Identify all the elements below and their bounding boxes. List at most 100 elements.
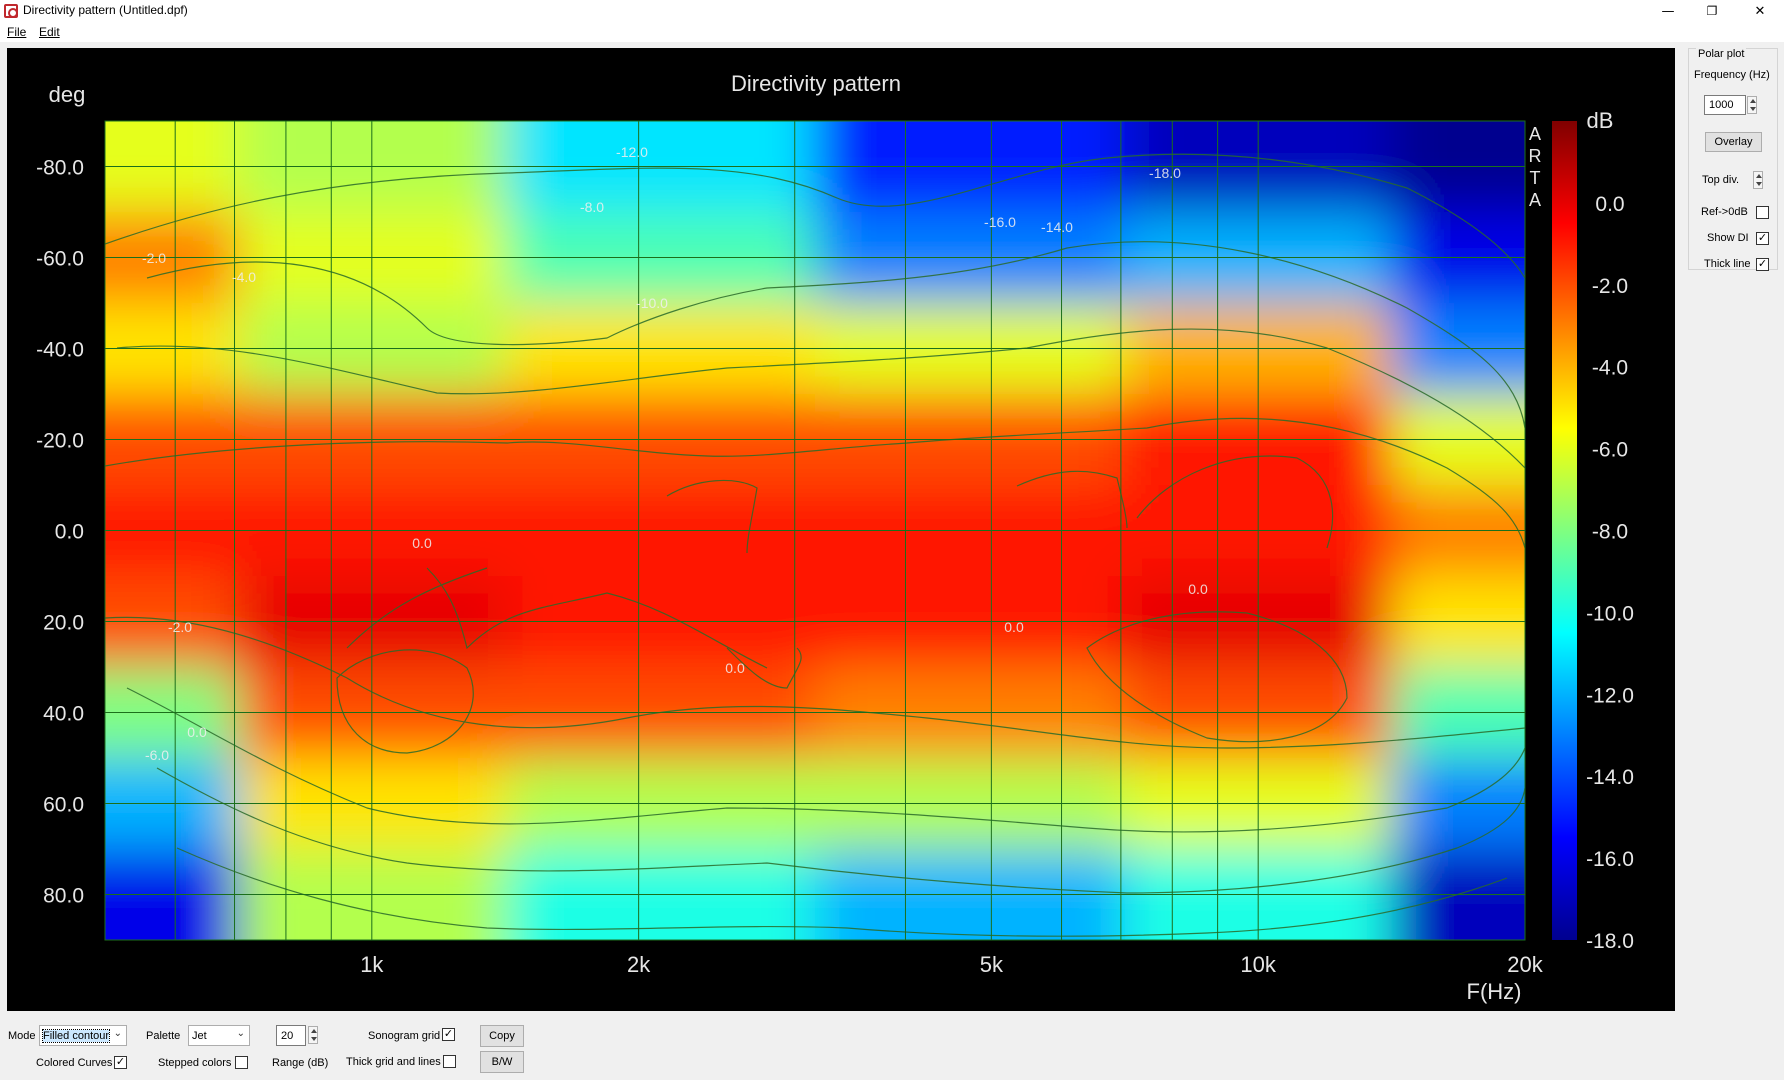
- y-unit-label: deg: [49, 82, 86, 107]
- heatmap-cell: [105, 849, 239, 940]
- watermark-letter: R: [1529, 146, 1542, 166]
- watermark-letter: A: [1529, 124, 1541, 144]
- show-di-label: Show DI: [1707, 232, 1749, 244]
- watermark-letter: A: [1529, 190, 1541, 210]
- minimize-button[interactable]: —: [1661, 3, 1675, 19]
- colorbar-ticks: 0.0 -2.0 -4.0 -6.0 -8.0 -10.0 -12.0 -14.0 -16.0 -…: [1586, 193, 1634, 953]
- contour-label: 0.0: [187, 724, 207, 740]
- y-tick-label: -60.0: [36, 248, 84, 271]
- x-tick-label: 1k: [360, 952, 384, 977]
- close-button[interactable]: ✕: [1754, 3, 1766, 19]
- colorbar: [1552, 121, 1577, 940]
- contour-label: 0.0: [1188, 581, 1208, 597]
- colorbar-tick-label: -6.0: [1592, 439, 1628, 462]
- colorbar-tick-label: -12.0: [1586, 684, 1634, 707]
- range-input[interactable]: 20: [276, 1025, 306, 1046]
- contour-label: -6.0: [145, 747, 169, 763]
- plot-canvas[interactable]: Directivity pattern deg F(Hz) dB A R T A…: [7, 48, 1675, 1011]
- contour-label: -4.0: [232, 269, 256, 285]
- colorbar-tick-label: 0.0: [1595, 193, 1624, 216]
- watermark-letter: T: [1530, 168, 1541, 188]
- menu-edit-label: Edit: [39, 25, 60, 39]
- contour-label: 0.0: [725, 660, 745, 676]
- colorbar-tick-label: -2.0: [1592, 275, 1628, 298]
- x-axis-ticks: 1k 2k 5k 10k 20k: [360, 952, 1544, 977]
- sonogram-grid-label: Sonogram grid: [368, 1030, 441, 1042]
- colorbar-tick-label: -16.0: [1586, 848, 1634, 871]
- x-tick-label: 10k: [1240, 952, 1276, 977]
- contour-label: -2.0: [142, 250, 166, 266]
- overlay-button[interactable]: Overlay: [1705, 132, 1762, 152]
- range-spinner[interactable]: [308, 1026, 318, 1044]
- colored-curves-label: Colored Curves: [36, 1057, 113, 1069]
- frequency-input[interactable]: 1000: [1704, 95, 1746, 115]
- palette-label: Palette: [146, 1030, 181, 1042]
- ref-0db-checkbox[interactable]: [1756, 206, 1769, 219]
- palette-value: Jet: [192, 1029, 207, 1042]
- y-axis-ticks: -80.0 -60.0 -40.0 -20.0 0.0 20.0 40.0 60.0 80.0: [36, 157, 84, 908]
- colorbar-tick-label: -10.0: [1586, 602, 1634, 625]
- contour-label: -14.0: [1041, 219, 1073, 235]
- heatmap-cell: [505, 849, 815, 940]
- mode-select[interactable]: Filled contour ⌄: [39, 1025, 127, 1046]
- chevron-down-icon: ⌄: [113, 1028, 122, 1039]
- thick-grid-checkbox[interactable]: [443, 1055, 456, 1068]
- x-unit-label: F(Hz): [1467, 979, 1522, 1004]
- y-tick-label: -20.0: [36, 430, 84, 453]
- y-tick-label: 20.0: [43, 612, 84, 635]
- contour-label: -16.0: [984, 214, 1016, 230]
- colorbar-tick-label: -18.0: [1586, 930, 1634, 953]
- grid-lines: [105, 121, 1525, 940]
- copy-button[interactable]: Copy: [480, 1025, 524, 1047]
- menu-file[interactable]: File: [7, 25, 26, 39]
- frequency-label: Frequency (Hz): [1694, 69, 1770, 81]
- polar-plot-panel: Polar plot Frequency (Hz) 1000 Overlay T…: [1688, 48, 1778, 271]
- stepped-colors-checkbox[interactable]: [235, 1056, 248, 1069]
- contour-labels: -12.0 -8.0 -2.0 -4.0 -10.0 -16.0 -14.0 -…: [142, 144, 1208, 763]
- contour-label: 0.0: [412, 535, 432, 551]
- colorbar-tick-label: -4.0: [1592, 357, 1628, 380]
- frequency-spinner[interactable]: [1747, 96, 1757, 114]
- menu-bar: File Edit: [0, 22, 1784, 42]
- polar-group-label: Polar plot: [1696, 48, 1747, 60]
- contour-label: -8.0: [580, 199, 604, 215]
- plot-title: Directivity pattern: [731, 71, 901, 96]
- arta-watermark: A R T A: [1529, 124, 1542, 210]
- y-tick-label: 40.0: [43, 703, 84, 726]
- y-tick-label: -40.0: [36, 339, 84, 362]
- thick-line-checkbox[interactable]: ✓: [1756, 258, 1769, 271]
- colorbar-tick-label: -8.0: [1592, 521, 1628, 544]
- show-di-checkbox[interactable]: ✓: [1756, 232, 1769, 245]
- heatmap: [105, 121, 1525, 940]
- contour-label: -12.0: [616, 144, 648, 160]
- colorbar-unit-label: dB: [1587, 108, 1614, 133]
- chevron-down-icon: ⌄: [236, 1028, 245, 1039]
- y-tick-label: 60.0: [43, 794, 84, 817]
- palette-select[interactable]: Jet ⌄: [188, 1025, 250, 1046]
- window-title: Directivity pattern (Untitled.dpf): [23, 3, 188, 17]
- maximize-button[interactable]: ❐: [1706, 4, 1718, 18]
- top-div-spinner[interactable]: [1753, 171, 1763, 189]
- colored-curves-checkbox[interactable]: ✓: [114, 1056, 127, 1069]
- heatmap-cell: [105, 121, 239, 212]
- bw-button[interactable]: B/W: [480, 1051, 524, 1073]
- contour-lines: [105, 153, 1525, 937]
- contour-label: 0.0: [1004, 619, 1024, 635]
- plot-border: [104, 120, 1526, 941]
- contour-label: -2.0: [168, 619, 192, 635]
- directivity-plot[interactable]: Directivity pattern deg F(Hz) dB A R T A…: [7, 48, 1675, 1011]
- y-tick-label: 80.0: [43, 885, 84, 908]
- x-tick-label: 20k: [1507, 952, 1543, 977]
- contour-label: -10.0: [636, 295, 668, 311]
- y-tick-label: -80.0: [36, 157, 84, 180]
- x-tick-label: 2k: [627, 952, 651, 977]
- y-tick-label: 0.0: [55, 521, 84, 544]
- ref-0db-label: Ref->0dB: [1701, 206, 1748, 218]
- x-tick-label: 5k: [980, 952, 1004, 977]
- menu-edit[interactable]: Edit: [39, 25, 60, 39]
- sonogram-grid-checkbox[interactable]: ✓: [442, 1028, 455, 1041]
- contour-label: -18.0: [1149, 165, 1181, 181]
- range-db-label: Range (dB): [272, 1057, 329, 1069]
- mode-label: Mode: [8, 1030, 36, 1042]
